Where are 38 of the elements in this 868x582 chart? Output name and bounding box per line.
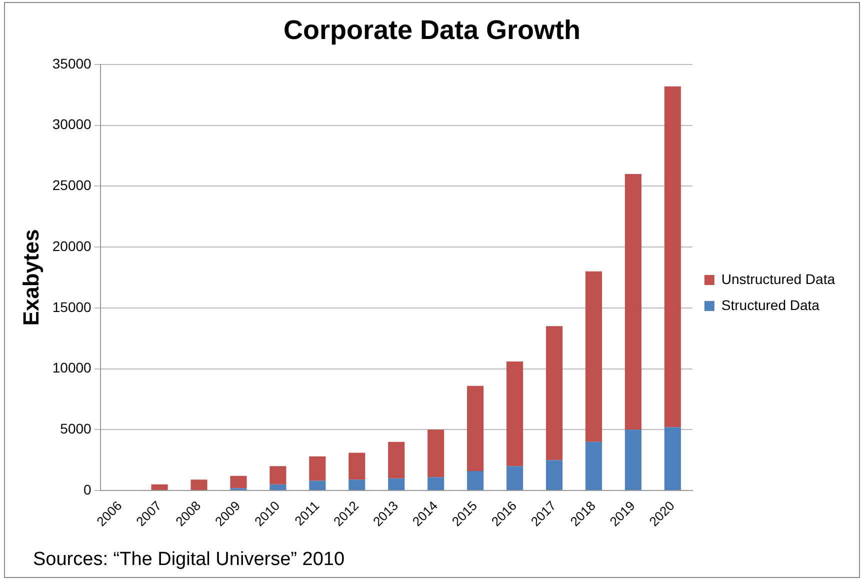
bar (506, 466, 524, 490)
bar (270, 466, 286, 484)
bar (388, 442, 405, 478)
bar (664, 86, 681, 428)
bar (388, 478, 405, 490)
chart-title: Corporate Data Growth (282, 15, 582, 46)
bar (624, 174, 642, 430)
bar (348, 480, 366, 490)
bar (664, 427, 681, 490)
bar (585, 442, 602, 490)
y-axis-title: Exabytes (18, 229, 44, 326)
bar (585, 271, 602, 442)
bar (506, 361, 524, 466)
bar (348, 452, 366, 480)
source-note: Sources: “The Digital Universe” 2010 (33, 549, 345, 571)
bar (467, 386, 484, 472)
bar (190, 480, 208, 490)
bar (467, 471, 484, 490)
y-tick-label: 35000 (52, 55, 92, 72)
bar (624, 430, 642, 490)
bar (428, 430, 444, 478)
y-tick-label: 15000 (52, 298, 92, 315)
legend-label: Structured Data (721, 296, 820, 313)
bar (309, 456, 326, 481)
bar (428, 477, 444, 490)
y-tick-label: 25000 (52, 177, 92, 194)
bar (151, 484, 168, 490)
bar (270, 484, 286, 490)
y-tick-label: 30000 (52, 116, 92, 132)
bar (309, 480, 326, 490)
y-tick-label: 20000 (52, 238, 92, 254)
y-tick-label: 5000 (60, 420, 92, 437)
bar (546, 326, 563, 460)
bar (546, 460, 563, 490)
bar (230, 476, 247, 488)
y-tick-label: 0 (84, 481, 92, 498)
legend-label: Unstructured Data (721, 270, 836, 287)
y-tick-label: 10000 (52, 360, 92, 376)
